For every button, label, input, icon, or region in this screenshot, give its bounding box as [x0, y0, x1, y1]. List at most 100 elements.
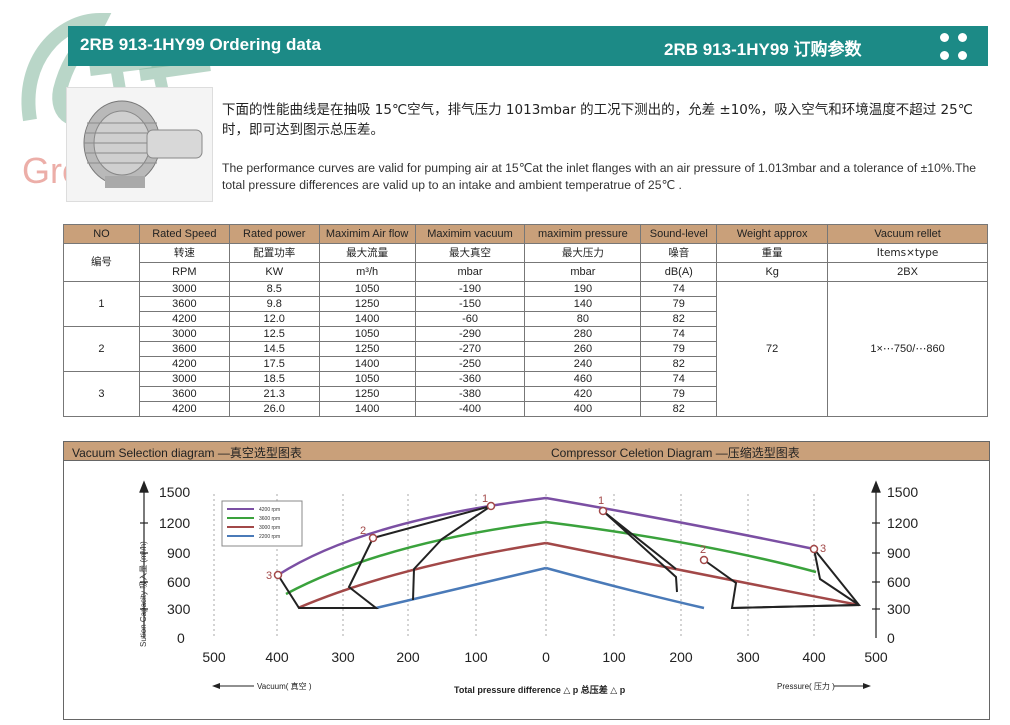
point-label: 2: [360, 525, 366, 537]
y-tick-left: 1200: [159, 515, 190, 531]
cell: 最大流量: [318, 243, 416, 263]
cell: 79: [640, 296, 718, 312]
y-tick-left: 900: [167, 545, 191, 561]
cell: 460: [524, 371, 642, 387]
cell-no: 3: [63, 371, 140, 417]
cell: 240: [524, 356, 642, 372]
legend-entry: 3000 rpm: [259, 525, 280, 531]
col-header: Vacuum rellet: [827, 224, 988, 244]
table-row: 2 3000 12.5 1050 -290 280 74: [63, 326, 988, 372]
curve-3600-vacuum: [285, 520, 547, 596]
cell: m³/h: [318, 262, 416, 282]
cell: 1050: [318, 371, 416, 387]
cell: 280: [524, 326, 642, 342]
x-axis-label: Total pressure difference △ p 总压差 △ p: [454, 684, 626, 695]
y-tick-left: 1500: [159, 484, 190, 500]
cell: 82: [640, 311, 718, 327]
cell: 最大真空: [414, 243, 526, 263]
envelope-left: [277, 505, 492, 609]
pressure-direction-label: Pressure( 压力 ): [777, 681, 835, 691]
curve-3600-pressure: [545, 520, 817, 574]
x-tick: 500: [202, 649, 226, 665]
cell: 噪音: [640, 243, 718, 263]
product-photo: [66, 87, 213, 202]
y-tick-right: 600: [887, 574, 911, 590]
cell: Kg: [716, 262, 829, 282]
cell: 1250: [318, 341, 416, 357]
vacuum-direction-label: Vacuum( 真空 ): [257, 681, 312, 691]
table-row: 4200 26.0 1400 -400 400 82: [64, 401, 988, 417]
x-tick: 0: [542, 649, 550, 665]
col-header: maximim pressure: [524, 224, 642, 244]
point-marker-3-right: [809, 544, 819, 554]
point-label: 2: [700, 544, 706, 556]
curve-4200-vacuum: [277, 496, 547, 577]
y-tick-right: 1500: [887, 484, 918, 500]
cell: RPM: [138, 262, 230, 282]
cell: 12.0: [228, 311, 320, 327]
cell: 重量: [716, 243, 829, 263]
menu-dots-icon[interactable]: [938, 31, 970, 63]
x-tick: 300: [736, 649, 760, 665]
cell: 3600: [138, 386, 230, 402]
cell: 17.5: [228, 356, 320, 372]
curve-4200-pressure: [545, 496, 815, 551]
cell: 190: [524, 281, 642, 297]
y-tick-right: 900: [887, 545, 911, 561]
cell: 1050: [318, 326, 416, 342]
x-tick: 200: [396, 649, 420, 665]
cell: 1400: [318, 311, 416, 327]
point-label: 3: [266, 570, 272, 582]
point-label: 1: [598, 495, 604, 507]
col-header: Maximim Air flow: [318, 224, 416, 244]
cell: 1400: [318, 401, 416, 417]
point-marker-1-right: [598, 506, 608, 516]
x-tick: 100: [464, 649, 488, 665]
cell: 2BX: [827, 262, 988, 282]
cell: 18.5: [228, 371, 320, 387]
point-marker-3-left: [273, 570, 283, 580]
description-cn: 下面的性能曲线是在抽吸 15℃空气，排气压力 1013mbar 的工况下测出的，…: [222, 102, 973, 138]
cell: 82: [640, 356, 718, 372]
cell: 79: [640, 386, 718, 402]
table-row: 4200 17.5 1400 -250 240 82: [64, 356, 988, 372]
cell: 4200: [138, 401, 230, 417]
vacuum-diagram-title: Vacuum Selection diagram —真空选型图表: [72, 446, 302, 460]
curve-3000-vacuum: [297, 541, 547, 610]
cell: mbar: [414, 262, 526, 282]
cell: dB(A): [640, 262, 718, 282]
envelope-right-base: [731, 604, 860, 609]
cell: 4200: [138, 356, 230, 372]
y-tick-left: 600: [167, 574, 191, 590]
cell: 3000: [138, 281, 230, 297]
description-en: The performance curves are valid for pum…: [222, 161, 977, 192]
cell: 3600: [138, 296, 230, 312]
legend-entry: 3600 rpm: [259, 516, 280, 522]
x-tick: 300: [331, 649, 355, 665]
cell: 编号: [63, 243, 140, 282]
cell: 74: [640, 326, 718, 342]
chart-header: Vacuum Selection diagram —真空选型图表 Compres…: [64, 442, 989, 461]
point-marker-2-left: [368, 533, 378, 543]
y-tick-left: 300: [167, 601, 191, 617]
table-row: 1 3000 8.5 1050 -190 190 74 72 1×⋯750/⋯8…: [63, 281, 988, 417]
cell: -360: [414, 371, 526, 387]
cell: -150: [414, 296, 526, 312]
point-marker-2-right: [699, 555, 709, 565]
cell: mbar: [524, 262, 642, 282]
col-header: Rated Speed: [138, 224, 230, 244]
cell: -190: [414, 281, 526, 297]
cell-rellet: 1×⋯750/⋯860: [827, 281, 988, 417]
spec-table: NO Rated Speed Rated power Maximim Air f…: [63, 224, 988, 417]
cell: 3000: [138, 326, 230, 342]
cell: -270: [414, 341, 526, 357]
cell: 最大压力: [524, 243, 642, 263]
cell: 4200: [138, 311, 230, 327]
y-axis-label: Sution Capacity 吸入量 (m³/h): [139, 541, 148, 647]
table-header-row: NO Rated Speed Rated power Maximim Air f…: [63, 224, 988, 244]
cell: 74: [640, 281, 718, 297]
curve-2200-vacuum: [375, 566, 547, 610]
cell-no: 2: [63, 326, 140, 372]
selection-diagram: Vacuum Selection diagram —真空选型图表 Compres…: [63, 441, 990, 720]
header-title-en: 2RB 913-1HY99 Ordering data: [80, 35, 321, 54]
